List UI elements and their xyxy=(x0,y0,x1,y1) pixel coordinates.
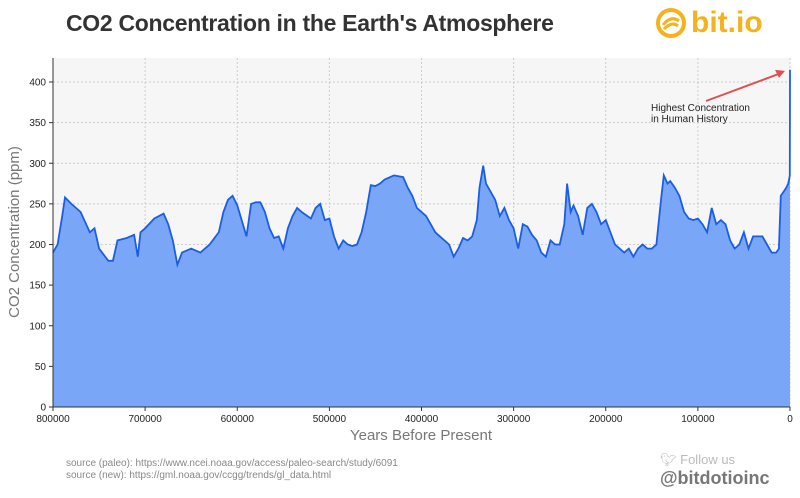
axes: 800000 700000 600000 500000 400000 300000 2000… xyxy=(29,58,793,425)
y-tick-label: 150 xyxy=(29,281,46,292)
source-new: source (new): https://gml.noaa.gov/ccgg/… xyxy=(66,470,332,481)
x-tick-label: 700000 xyxy=(128,414,162,425)
x-tick-label: 600000 xyxy=(221,414,255,425)
y-tick-label: 400 xyxy=(29,78,46,89)
source-paleo: source (paleo): https://www.ncei.noaa.go… xyxy=(66,458,398,469)
x-tick-label: 200000 xyxy=(589,414,623,425)
co2-series-line xyxy=(52,69,791,269)
twitter-bird-icon: 🐦︎ xyxy=(660,452,677,467)
x-tick-label: 400000 xyxy=(405,414,439,425)
x-tick-label: 100000 xyxy=(681,414,715,425)
y-tick-label: 50 xyxy=(35,362,47,373)
x-tick-label: 800000 xyxy=(36,414,70,425)
bitio-logo-icon xyxy=(656,8,686,38)
x-axis-label: Years Before Present xyxy=(350,427,493,444)
bitio-logo-text: bit.io xyxy=(691,6,763,39)
follow-label: Follow us xyxy=(680,452,736,467)
annotation-line2: in Human History xyxy=(651,114,728,125)
sources: source (paleo): https://www.ncei.noaa.go… xyxy=(66,458,398,482)
x-tick-label: 0 xyxy=(787,414,793,425)
annotation-line1: Highest Concentration xyxy=(651,103,750,114)
twitter-handle[interactable]: @bitdotioinc xyxy=(660,468,770,488)
y-tick-label: 250 xyxy=(29,199,46,210)
annotation-arrowhead xyxy=(775,69,785,78)
y-tick-label: 300 xyxy=(29,159,46,170)
chart-title: CO2 Concentration in the Earth's Atmosph… xyxy=(66,10,554,36)
y-tick-label: 350 xyxy=(29,118,46,129)
x-tick-label: 500000 xyxy=(313,414,347,425)
y-tick-label: 200 xyxy=(29,240,46,251)
co2-area-chart: 800000 700000 600000 500000 400000 300000 2000… xyxy=(6,58,793,444)
x-tick-label: 300000 xyxy=(497,414,531,425)
co2-area-fill xyxy=(53,69,790,408)
y-axis-label: CO2 Concentration (ppm) xyxy=(6,146,23,318)
y-tick-label: 0 xyxy=(40,403,46,414)
y-tick-label: 100 xyxy=(29,321,46,332)
annotation-arrow xyxy=(705,72,780,102)
follow-us[interactable]: 🐦︎ Follow us xyxy=(660,452,735,468)
bitio-logo: bit.io xyxy=(655,6,763,40)
